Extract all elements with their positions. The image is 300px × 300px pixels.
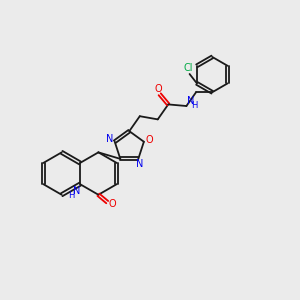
Text: N: N: [73, 186, 80, 196]
Text: N: N: [136, 159, 143, 169]
Text: O: O: [109, 200, 116, 209]
Text: Cl: Cl: [183, 63, 193, 73]
Text: O: O: [154, 84, 162, 94]
Text: H: H: [69, 191, 75, 200]
Text: N: N: [187, 96, 194, 106]
Text: N: N: [106, 134, 113, 144]
Text: H: H: [191, 100, 197, 109]
Text: O: O: [146, 135, 154, 145]
